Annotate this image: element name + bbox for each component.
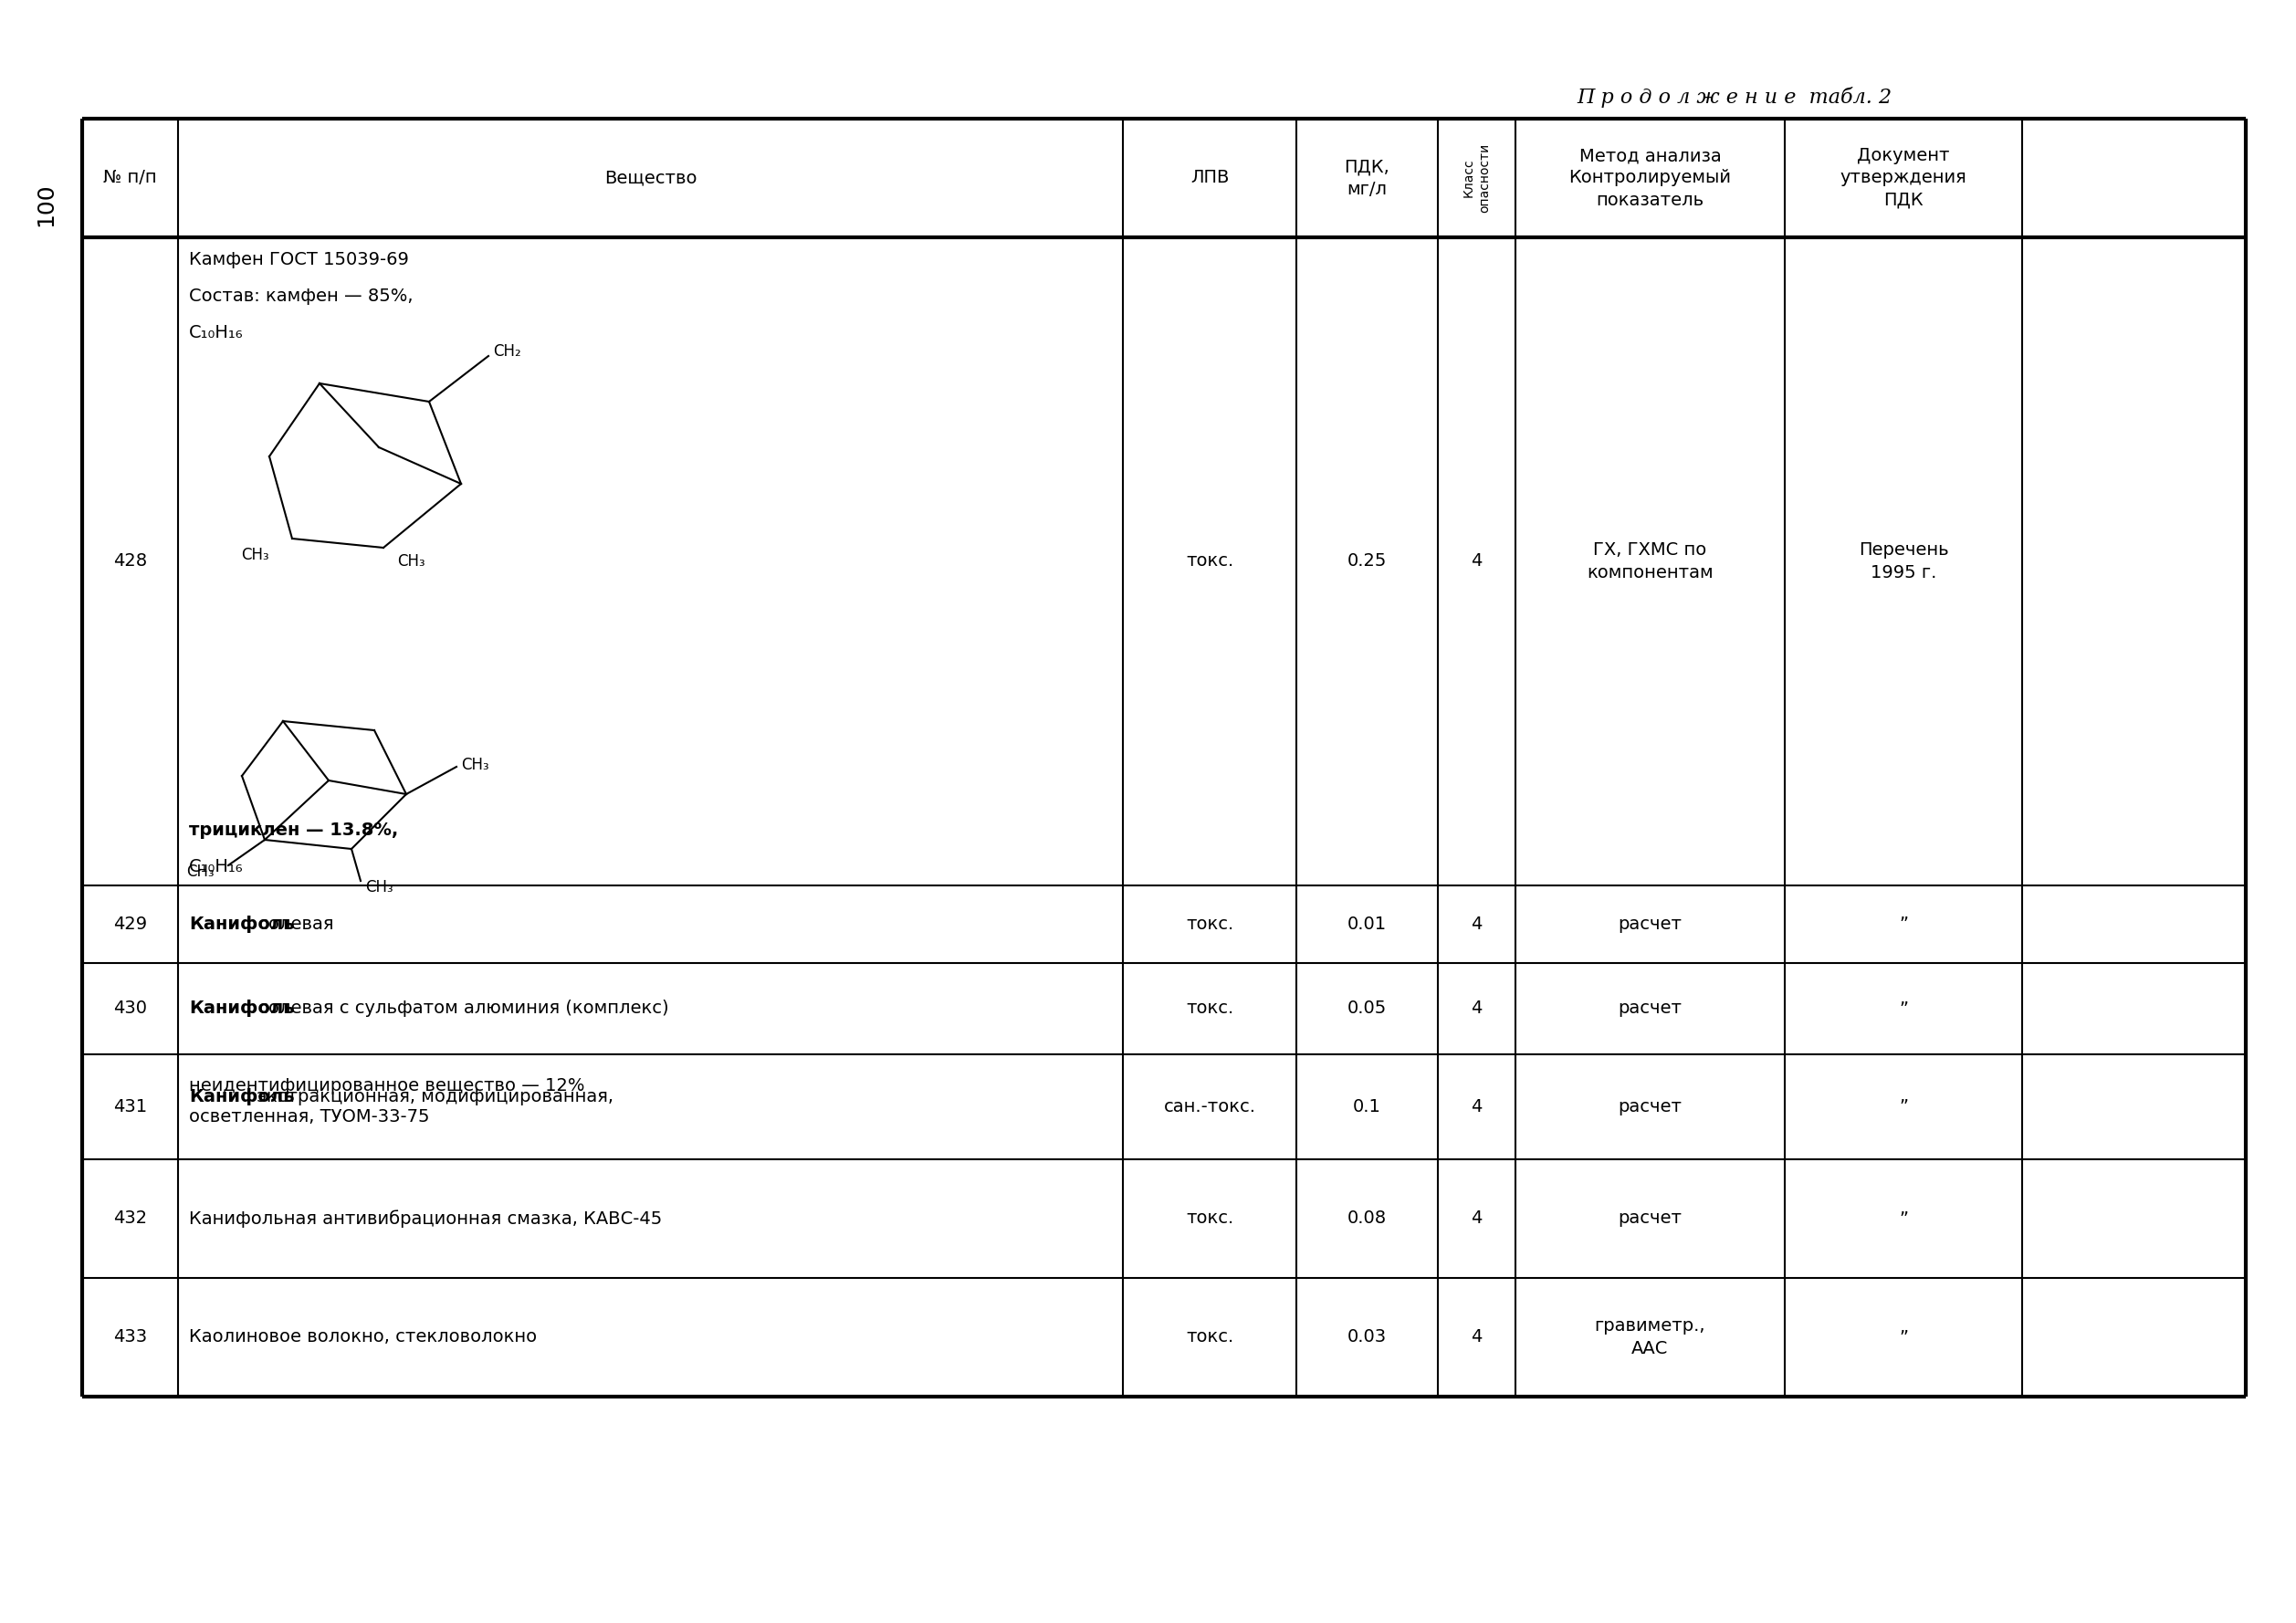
Text: Состав: камфен — 85%,: Состав: камфен — 85%, [188,287,413,305]
Text: расчет: расчет [1619,1000,1683,1018]
Text: 433: 433 [113,1329,147,1345]
Text: 0.01: 0.01 [1348,915,1387,933]
Text: Каолиновое волокно, стекловолокно: Каолиновое волокно, стекловолокно [188,1329,537,1345]
Text: ”: ” [1899,915,1908,933]
Text: 428: 428 [113,553,147,570]
Text: солевая с сульфатом алюминия (комплекс): солевая с сульфатом алюминия (комплекс) [253,1000,668,1018]
Text: расчет: расчет [1619,915,1683,933]
Text: 0.05: 0.05 [1348,1000,1387,1018]
Text: Метод анализа
Контролируемый
показатель: Метод анализа Контролируемый показатель [1568,148,1731,209]
Text: осветленная, ТУОМ-33-75: осветленная, ТУОМ-33-75 [188,1109,429,1125]
Text: Документ
утверждения
ПДК: Документ утверждения ПДК [1839,148,1968,209]
Text: C₁₀H₁₆: C₁₀H₁₆ [188,325,243,341]
Text: Канифольная антивибрационная смазка, КАВС-45: Канифольная антивибрационная смазка, КАВ… [188,1209,661,1227]
Text: токс.: токс. [1185,1000,1233,1018]
Text: Класс
опасности: Класс опасности [1463,143,1490,213]
Text: 0.1: 0.1 [1352,1099,1382,1115]
Text: токс.: токс. [1185,1211,1233,1227]
Text: 0.08: 0.08 [1348,1211,1387,1227]
Text: токс.: токс. [1185,553,1233,570]
Text: солевая: солевая [253,915,333,933]
Text: неидентифицированное вещество — 12%: неидентифицированное вещество — 12% [188,1078,585,1094]
Text: токс.: токс. [1185,915,1233,933]
Text: CH₂: CH₂ [494,342,521,360]
Text: гравиметр.,
ААС: гравиметр., ААС [1596,1318,1706,1357]
Text: Перечень
1995 г.: Перечень 1995 г. [1857,542,1949,581]
Text: ”: ” [1899,1099,1908,1115]
Text: 0.03: 0.03 [1348,1329,1387,1345]
Text: расчет: расчет [1619,1099,1683,1115]
Text: ”: ” [1899,1329,1908,1345]
Text: 432: 432 [113,1211,147,1227]
Text: CH₃: CH₃ [461,756,489,773]
Text: ЛПВ: ЛПВ [1189,169,1228,187]
Text: CH₃: CH₃ [365,880,393,896]
Text: ”: ” [1899,1211,1908,1227]
Text: сан.-токс.: сан.-токс. [1164,1099,1256,1115]
Text: 4: 4 [1472,1211,1483,1227]
Text: 4: 4 [1472,1329,1483,1345]
Text: Камфен ГОСТ 15039-69: Камфен ГОСТ 15039-69 [188,252,409,268]
Text: 100: 100 [34,182,57,226]
Text: № п/п: № п/п [103,169,156,187]
Text: CH₃: CH₃ [241,547,269,563]
Text: П р о д о л ж е н и е  табл. 2: П р о д о л ж е н и е табл. 2 [1577,86,1892,107]
Text: 429: 429 [113,915,147,933]
Text: 4: 4 [1472,1000,1483,1018]
Text: C₁₀H₁₆: C₁₀H₁₆ [188,859,243,875]
Text: Вещество: Вещество [604,169,696,187]
Text: CH₃: CH₃ [397,553,425,570]
Text: 4: 4 [1472,915,1483,933]
Text: ПДК,
мг/л: ПДК, мг/л [1345,157,1389,198]
Text: расчет: расчет [1619,1211,1683,1227]
Text: Канифоль: Канифоль [188,915,294,933]
Text: трициклен — 13.8%,: трициклен — 13.8%, [188,821,397,839]
Text: 4: 4 [1472,553,1483,570]
Text: экстракционная, модифицированная,: экстракционная, модифицированная, [250,1087,613,1105]
Text: CH₃: CH₃ [186,863,214,880]
Text: ГХ, ГХМС по
компонентам: ГХ, ГХМС по компонентам [1587,542,1713,581]
Text: ”: ” [1899,1000,1908,1018]
Text: 430: 430 [113,1000,147,1018]
Text: Канифоль: Канифоль [188,1087,294,1105]
Text: 431: 431 [113,1099,147,1115]
Text: 0.25: 0.25 [1348,553,1387,570]
Text: 4: 4 [1472,1099,1483,1115]
Text: Канифоль: Канифоль [188,1000,294,1018]
Text: токс.: токс. [1185,1329,1233,1345]
